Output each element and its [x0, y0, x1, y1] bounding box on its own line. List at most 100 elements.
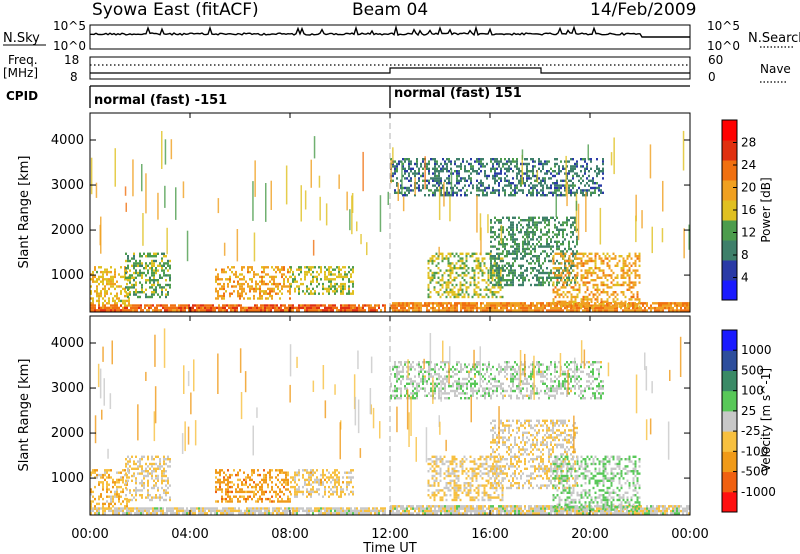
- heatmap-cell: [431, 279, 434, 282]
- heatmap-cell: [215, 490, 217, 494]
- heatmap-cell: [516, 304, 518, 307]
- heatmap-cell: [586, 189, 588, 192]
- heatmap-cell: [502, 228, 504, 231]
- colorbar-swatch: [722, 160, 737, 181]
- heatmap-cell: [306, 304, 308, 307]
- heatmap-cell: [460, 302, 462, 305]
- heatmap-cell: [474, 302, 476, 305]
- heatmap-cell: [558, 293, 561, 296]
- heatmap-cell: [530, 182, 532, 185]
- heatmap-cell: [237, 483, 239, 486]
- heatmap-cell: [184, 309, 186, 312]
- heatmap-streak: [351, 193, 354, 213]
- heatmap-cell: [578, 179, 580, 182]
- heatmap-cell: [576, 238, 578, 241]
- heatmap-cell: [514, 160, 516, 163]
- heatmap-streak: [565, 155, 567, 196]
- heatmap-cell: [310, 266, 312, 269]
- heatmap-cell: [516, 238, 518, 241]
- heatmap-cell: [420, 174, 422, 178]
- heatmap-cell: [143, 455, 145, 458]
- heatmap-cell: [568, 259, 571, 263]
- heatmap-cell: [231, 266, 233, 269]
- heatmap-cell: [600, 298, 603, 301]
- heatmap-cell: [450, 167, 452, 170]
- heatmap-cell: [457, 259, 460, 263]
- heatmap-cell: [294, 290, 296, 293]
- heatmap-cell: [314, 481, 316, 484]
- heatmap-cell: [229, 490, 231, 494]
- heatmap-cell: [510, 221, 512, 224]
- heatmap-cell: [288, 507, 290, 510]
- heatmap-cell: [129, 269, 131, 272]
- nsky-label: N.Sky: [3, 31, 40, 46]
- heatmap-cell: [512, 233, 514, 236]
- heatmap-cell: [139, 259, 141, 263]
- heatmap-cell: [487, 288, 490, 291]
- heatmap-cell: [230, 306, 232, 310]
- heatmap-cell: [362, 304, 364, 307]
- heatmap-cell: [510, 252, 512, 255]
- heatmap-cell: [546, 240, 548, 243]
- heatmap-streak: [285, 165, 288, 205]
- heatmap-cell: [495, 295, 498, 299]
- heatmap-cell: [148, 509, 150, 513]
- heatmap-cell: [165, 255, 167, 258]
- heatmap-cell: [636, 309, 638, 312]
- heatmap-cell: [498, 257, 500, 260]
- heatmap-cell: [479, 269, 482, 272]
- heatmap-cell: [414, 162, 416, 166]
- heatmap-cell: [448, 158, 450, 161]
- heatmap-cell: [149, 276, 151, 279]
- heatmap-cell: [246, 306, 248, 310]
- heatmap-cell: [434, 309, 436, 312]
- heatmap-cell: [92, 507, 94, 510]
- heatmap-cell: [129, 489, 131, 492]
- heatmap-cell: [584, 271, 587, 275]
- heatmap-cell: [568, 291, 571, 294]
- heatmap-cell: [154, 306, 156, 310]
- heatmap-cell: [449, 291, 452, 294]
- heatmap-cell: [392, 172, 394, 175]
- heatmap-cell: [153, 279, 155, 282]
- heatmap-cell: [576, 267, 579, 270]
- heatmap-cell: [518, 304, 520, 307]
- heatmap-cell: [322, 304, 324, 307]
- heatmap-cell: [584, 262, 587, 265]
- heatmap-streak: [438, 246, 440, 257]
- heatmap-cell: [510, 160, 512, 163]
- heatmap-cell: [290, 306, 292, 310]
- heatmap-cell: [608, 305, 611, 308]
- heatmap-cell: [530, 226, 532, 229]
- heatmap-cell: [153, 462, 155, 466]
- heatmap-cell: [118, 493, 120, 496]
- heatmap-cell: [544, 177, 546, 180]
- heatmap-cell: [534, 274, 536, 277]
- heatmap-cell: [438, 170, 440, 173]
- heatmap-cell: [135, 491, 137, 494]
- heatmap-cell: [576, 271, 579, 275]
- heatmap-cell: [510, 233, 512, 236]
- heatmap-cell: [459, 274, 462, 277]
- heatmap-cell: [90, 278, 92, 281]
- heatmap-cell: [380, 509, 382, 513]
- heatmap-cell: [500, 309, 502, 312]
- heatmap-cell: [558, 271, 560, 275]
- heatmap-cell: [480, 306, 482, 310]
- heatmap-cell: [114, 287, 116, 291]
- heatmap-cell: [168, 309, 170, 312]
- heatmap-cell: [556, 281, 558, 284]
- heatmap-cell: [404, 170, 406, 173]
- heatmap-cell: [424, 302, 426, 305]
- heatmap-cell: [204, 309, 206, 312]
- heatmap-cell: [153, 293, 155, 296]
- heatmap-cell: [410, 170, 412, 173]
- heatmap-cell: [248, 507, 250, 510]
- heatmap-cell: [221, 294, 223, 298]
- heatmap-cell: [255, 280, 257, 283]
- heatmap-cell: [296, 490, 298, 494]
- heatmap-cell: [614, 283, 617, 287]
- heatmap-cell: [530, 262, 532, 265]
- heatmap-cell: [108, 469, 110, 472]
- heatmap-cell: [125, 472, 127, 475]
